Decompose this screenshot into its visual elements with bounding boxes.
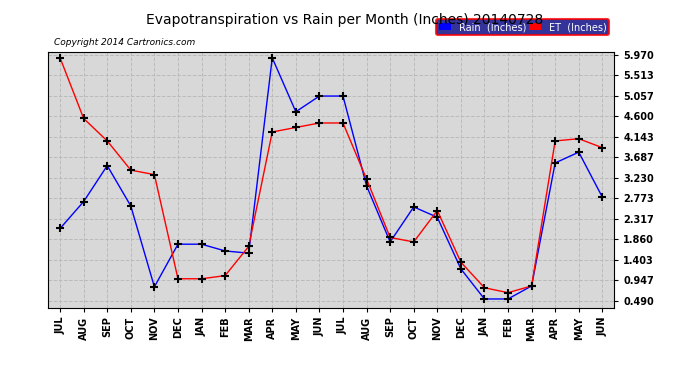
Text: Evapotranspiration vs Rain per Month (Inches) 20140728: Evapotranspiration vs Rain per Month (In… <box>146 13 544 27</box>
Text: Copyright 2014 Cartronics.com: Copyright 2014 Cartronics.com <box>54 38 195 47</box>
Legend: Rain  (Inches), ET  (Inches): Rain (Inches), ET (Inches) <box>437 19 609 35</box>
